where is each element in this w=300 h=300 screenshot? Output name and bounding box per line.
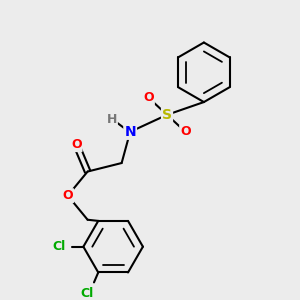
Text: O: O: [180, 125, 191, 138]
Text: Cl: Cl: [52, 240, 66, 253]
Text: O: O: [143, 91, 154, 104]
Text: H: H: [106, 112, 117, 126]
Text: S: S: [162, 108, 172, 122]
Text: N: N: [124, 125, 136, 139]
Text: O: O: [62, 189, 73, 202]
Text: Cl: Cl: [80, 287, 94, 300]
Text: O: O: [71, 138, 82, 151]
